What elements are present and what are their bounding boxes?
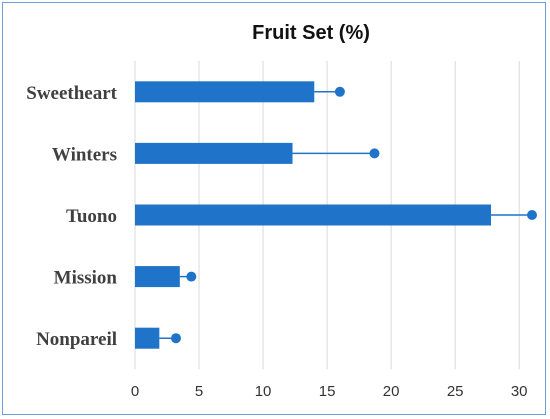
chart-title: Fruit Set (%) bbox=[252, 22, 370, 44]
x-tick-labels: 0 5 10 15 20 25 30 bbox=[131, 383, 528, 400]
error-cap-mission bbox=[186, 271, 197, 282]
category-label-mission: Mission bbox=[54, 268, 118, 289]
x-tick-label: 10 bbox=[255, 383, 272, 400]
x-tick-label: 0 bbox=[131, 383, 139, 400]
error-cap-nonpareil bbox=[170, 333, 181, 344]
x-tick-label: 30 bbox=[511, 383, 528, 400]
x-tick-label: 15 bbox=[319, 383, 336, 400]
bar-winters bbox=[135, 142, 293, 164]
error-cap-winters bbox=[369, 148, 380, 159]
error-cap-sweetheart bbox=[334, 86, 345, 97]
error-bars bbox=[159, 86, 537, 344]
category-labels: Sweetheart Winters Tuono Mission Nonpareil bbox=[26, 83, 117, 350]
category-label-sweetheart: Sweetheart bbox=[26, 83, 117, 104]
bar-tuono bbox=[135, 204, 492, 226]
chart-frame: Sweetheart Winters Tuono Mission Nonpareil 0… bbox=[2, 2, 546, 415]
x-tick-label: 25 bbox=[447, 383, 464, 400]
bars bbox=[135, 81, 492, 349]
x-tick-label: 20 bbox=[383, 383, 400, 400]
category-label-nonpareil: Nonpareil bbox=[36, 329, 117, 350]
category-label-winters: Winters bbox=[52, 144, 117, 165]
category-label-tuono: Tuono bbox=[66, 206, 117, 227]
bar-nonpareil bbox=[135, 327, 160, 349]
bar-mission bbox=[135, 266, 180, 288]
x-tick-label: 5 bbox=[195, 383, 203, 400]
fruit-set-chart: Sweetheart Winters Tuono Mission Nonpareil 0… bbox=[26, 22, 537, 400]
bar-sweetheart bbox=[135, 81, 315, 103]
error-cap-tuono bbox=[527, 210, 537, 220]
